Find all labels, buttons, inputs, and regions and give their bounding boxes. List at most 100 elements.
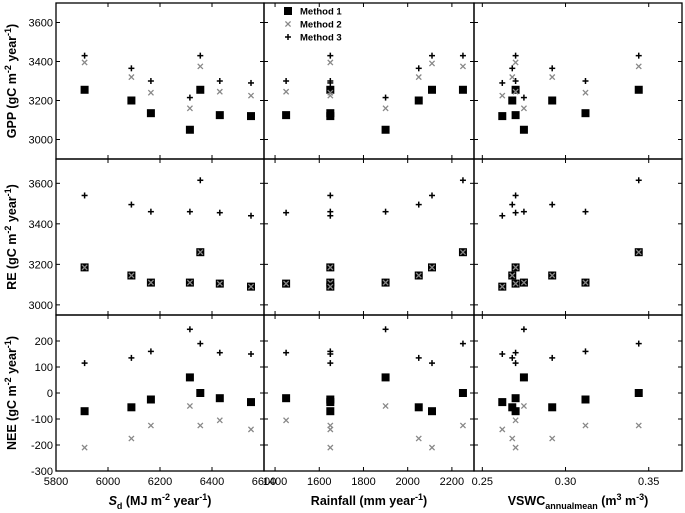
method-3-point (635, 177, 642, 184)
method-2-stroke (635, 249, 642, 256)
method-2-point (327, 283, 334, 290)
x-tick-label: 0.30 (555, 476, 576, 488)
y-axis-label-gpp: GPP (gC m-2 year-1) (3, 24, 19, 138)
method-3-point (327, 79, 334, 86)
label-part: year (5, 348, 19, 377)
method-1-point (196, 389, 205, 397)
method-2-stroke (197, 422, 204, 429)
method-2-point (520, 402, 527, 410)
method-2-point (247, 283, 255, 290)
method-3-point (509, 201, 516, 208)
panel-re-rainfall (263, 158, 475, 316)
y-tick-label: -200 (31, 440, 53, 452)
method-2-point (186, 279, 193, 286)
panel-gpp-rainfall (263, 2, 475, 160)
method-1-point (511, 394, 520, 403)
method-3-point (582, 208, 589, 215)
x-tick-label: 6200 (148, 476, 172, 488)
method-3-point (499, 79, 506, 86)
method-2-stroke (459, 249, 467, 256)
method-1-point (326, 407, 335, 416)
method-2-point (415, 74, 422, 81)
method-2-stroke (549, 435, 556, 442)
method-2-point (512, 444, 519, 451)
method-2-stroke (512, 264, 519, 271)
method-3-point (512, 52, 519, 59)
method-2-point (147, 89, 154, 96)
method-3-point (327, 52, 334, 59)
method-2-point (327, 92, 334, 99)
method-2-point (459, 249, 467, 256)
x-axis-label-rainfall: Rainfall (mm year-1) (311, 492, 427, 508)
legend-label-method-1: Method 1 (300, 7, 342, 18)
method-2-stroke (549, 74, 556, 81)
y-tick-label: 3600 (29, 18, 53, 30)
method-2-stroke (582, 89, 589, 96)
panel-gpp-vswc (473, 2, 683, 160)
x-tick-label: 6400 (200, 476, 224, 488)
method-2-stroke (186, 402, 193, 410)
method-3-point (216, 78, 223, 84)
method-3-point (520, 208, 527, 215)
label-part: S (109, 494, 118, 508)
y-axis-label-nee: NEE (gC m-2 year-1) (3, 336, 19, 450)
method-2-stroke (327, 264, 334, 271)
method-3-point (197, 340, 204, 347)
panel-re-sd (55, 158, 265, 316)
method-2-stroke (520, 402, 527, 410)
x-tick-label: 0.25 (472, 476, 493, 488)
panel-nee-sd (55, 314, 265, 472)
method-2-stroke (459, 422, 467, 429)
method-1-point (428, 407, 436, 416)
method-2-stroke (284, 20, 292, 28)
method-3-point (549, 65, 556, 72)
method-3-point (499, 351, 506, 357)
method-3-point (459, 177, 466, 184)
method-2-stroke (247, 283, 255, 290)
method-1-point (326, 398, 335, 407)
legend-label-method-2: Method 2 (300, 20, 342, 31)
y-axis-label-re: RE (gC m-2 year-1) (3, 184, 19, 290)
method-2-point (147, 279, 154, 286)
method-2-point (512, 88, 519, 95)
label-part: (MJ m (122, 494, 162, 508)
method-2-stroke (509, 435, 516, 442)
method-1-point (428, 85, 436, 94)
method-2-stroke (499, 283, 506, 290)
label-part: ) (207, 494, 211, 508)
method-2-stroke (128, 435, 135, 442)
method-3-point (509, 65, 516, 72)
method-2-stroke (382, 105, 389, 112)
method-2-point (147, 422, 154, 429)
label-part: year (170, 494, 199, 508)
y-tick-label: 3200 (29, 96, 53, 108)
method-1-point (414, 403, 423, 412)
method-1-point (196, 85, 205, 94)
method-2-stroke (512, 444, 519, 451)
method-2-stroke (459, 63, 467, 70)
method-3-point (429, 360, 435, 367)
method-2-point (428, 264, 436, 271)
method-2-stroke (327, 444, 334, 451)
method-3-point (248, 79, 254, 86)
label-part: NEE (gC m (5, 385, 19, 450)
method-1-point (185, 373, 194, 382)
label-part: -3 (636, 492, 644, 502)
method-2-stroke (520, 105, 527, 112)
x-axis-label-sd: Sd (MJ m-2 year-1) (109, 492, 212, 511)
y-tick-label: 3200 (29, 259, 53, 271)
method-3-point (81, 52, 88, 59)
label-part: Rainfall (mm year (311, 494, 415, 508)
method-3-point (128, 354, 135, 361)
method-2-point (459, 63, 467, 70)
y-tick-label: 3400 (29, 219, 53, 231)
label-part: ) (5, 336, 19, 340)
method-3-point (81, 360, 88, 367)
method-1-point (127, 403, 136, 412)
x-tick-label: 2200 (440, 476, 464, 488)
method-3-point (283, 349, 290, 356)
data-marks (80, 7, 643, 451)
method-2-stroke (382, 402, 389, 410)
method-2-point (283, 417, 290, 424)
